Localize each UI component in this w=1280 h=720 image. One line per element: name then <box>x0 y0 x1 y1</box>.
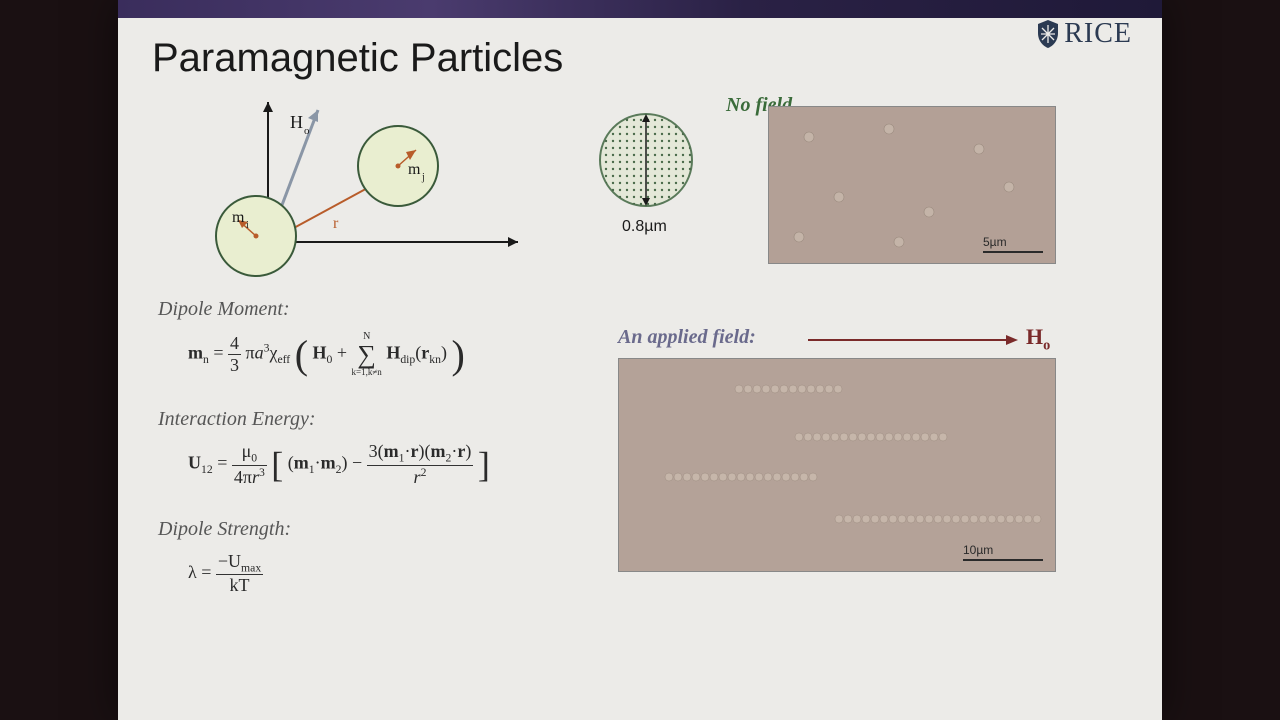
dipole-moment-label: Dipole Moment: <box>158 298 558 321</box>
interaction-energy-label: Interaction Energy: <box>158 408 558 431</box>
scalebar-2: 10µm <box>963 543 1043 561</box>
dipole-moment-equation: mn = 43 πa3χeff ( H0 + N∑k=1,k≠n Hdip(rk… <box>188 331 558 378</box>
top-gradient-bar <box>118 0 1162 18</box>
dipole-strength-label: Dipole Strength: <box>158 518 558 541</box>
equations-block: Dipole Moment: mn = 43 πa3χeff ( H0 + N∑… <box>158 298 558 626</box>
interaction-energy-equation: U12 = μ04πr3 [ (m1·m2) − 3(m1·r)(m2·r)r2… <box>188 441 558 488</box>
shield-icon <box>1036 19 1060 49</box>
svg-text:j: j <box>421 172 425 183</box>
slide: RICE Paramagnetic Particles H o r m i <box>118 0 1162 720</box>
particle-diameter-label: 0.8µm <box>622 218 667 236</box>
dotted-particle-diagram <box>596 110 696 210</box>
svg-text:H: H <box>290 112 303 132</box>
applied-field-label: An applied field: <box>618 326 756 349</box>
svg-text:i: i <box>246 220 249 231</box>
micrograph-no-field: 5µm <box>768 106 1056 264</box>
dipole-strength-equation: λ = −UmaxkT <box>188 551 558 597</box>
dipole-diagram: H o r m i m j <box>178 92 548 282</box>
micrograph-applied-field: 10µm <box>618 358 1056 572</box>
field-arrow <box>808 332 1018 348</box>
svg-text:m: m <box>408 161 421 178</box>
scalebar-2-text: 10µm <box>963 543 993 557</box>
scalebar-1: 5µm <box>983 235 1043 253</box>
slide-title: Paramagnetic Particles <box>152 36 563 81</box>
svg-text:r: r <box>333 215 339 232</box>
svg-text:o: o <box>304 125 310 137</box>
brand-text: RICE <box>1064 18 1132 50</box>
Ho-label: Ho <box>1026 324 1050 354</box>
svg-text:m: m <box>232 209 245 226</box>
scalebar-1-text: 5µm <box>983 235 1007 249</box>
brand-logo: RICE <box>1036 18 1132 50</box>
